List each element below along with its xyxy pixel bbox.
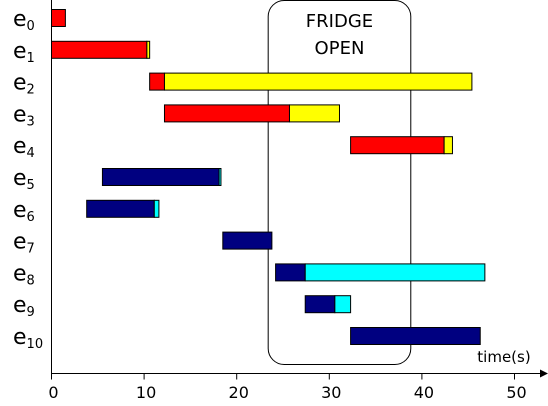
row-label-e10: e10 [13,325,43,352]
row-label-subscript: 9 [27,305,35,320]
row-label-base: e [13,261,27,286]
row-label-base: e [13,198,27,223]
x-tick-label: 40 [414,383,434,402]
bar-segment-navy [275,263,306,282]
row-label-base: e [13,102,27,127]
row-label-subscript: 8 [27,273,35,288]
row-label-base: e [13,166,27,191]
row-label-e3: e3 [13,102,35,129]
bar-segment-cyan [304,263,486,282]
bar-segment-red [350,136,445,155]
row-label-subscript: 0 [27,19,35,34]
x-tick-label: 30 [321,383,341,402]
bar-segment-yellow [146,40,151,59]
bar-segment-red [51,40,148,59]
bar-segment-navy [86,199,155,218]
bar-segment-red [163,104,290,123]
row-label-subscript: 6 [27,210,35,225]
row-label-e0: e0 [13,7,35,34]
bar-segment-navy [222,231,273,250]
row-label-e7: e7 [13,230,35,257]
row-label-e2: e2 [13,71,35,98]
x-tick-label: 20 [229,383,249,402]
x-tick-label: 50 [506,383,526,402]
bar-segment-cyan [334,295,352,314]
bar-segment-yellow [443,136,453,155]
bar-segment-navy [350,327,481,345]
bar-segment-cyan [153,199,160,218]
x-tick-label: 10 [136,383,156,402]
row-label-e5: e5 [13,166,35,193]
row-label-subscript: 1 [27,51,35,66]
bar-segment-red [51,9,66,27]
bar-segment-navy [101,168,220,186]
row-label-base: e [13,293,27,318]
row-label-e1: e1 [13,39,35,66]
row-label-subscript: 4 [27,146,35,161]
row-label-e9: e9 [13,293,35,320]
row-label-subscript: 7 [27,242,35,257]
fridge-open-label-line: OPEN [315,38,365,59]
bar-segment-navy [304,295,336,314]
fridge-open-annotation: FRIDGE OPEN [267,0,412,365]
x-tick-label: 0 [48,383,58,402]
bar-segment-yellow [163,72,473,91]
row-label-subscript: 5 [27,178,35,193]
x-axis-arrow [540,369,548,378]
fridge-open-box [267,0,412,365]
row-label-base: e [13,7,27,32]
row-label-subscript: 2 [27,83,35,98]
row-label-base: e [13,39,27,64]
fridge-open-label-line: FRIDGE [306,11,373,32]
row-label-base: e [13,325,27,350]
task-bars [51,9,486,345]
x-axis-title: time(s) [477,348,530,366]
bar-segment-cyan [218,168,222,186]
row-label-e4: e4 [13,134,35,161]
row-label-base: e [13,71,27,96]
row-label-base: e [13,230,27,255]
x-axis: 0 10 20 30 40 50 time(s) [48,0,548,402]
row-label-e6: e6 [13,198,35,225]
bar-segment-yellow [288,104,340,123]
bar-segment-red [149,72,165,91]
row-label-base: e [13,134,27,159]
row-label-subscript: 3 [27,114,35,129]
row-label-subscript: 10 [27,337,44,352]
row-label-e8: e8 [13,261,35,288]
